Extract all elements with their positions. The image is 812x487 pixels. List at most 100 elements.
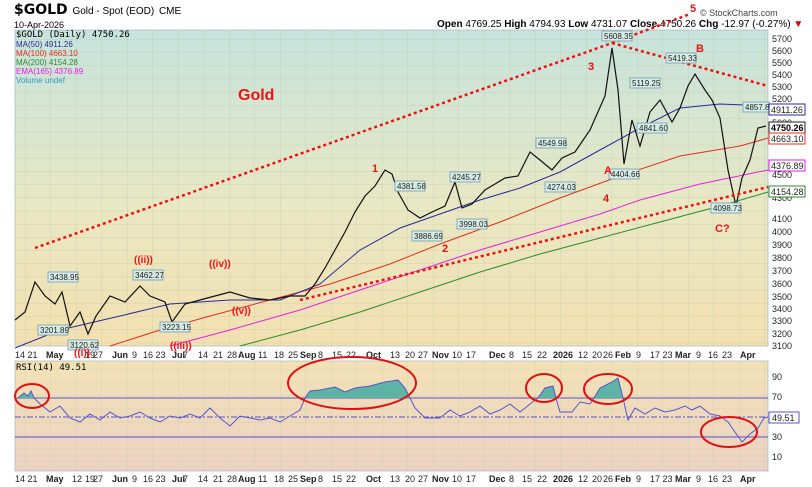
- svg-text:((iv)): ((iv)): [209, 259, 231, 270]
- axis-value-tags: 4911.26 4750.26 4663.10 4376.89 4154.28: [768, 103, 806, 198]
- svg-text:5700: 5700: [772, 34, 792, 44]
- legend-ma200: MA(200) 4154.28: [16, 58, 78, 67]
- ma200-line: [239, 191, 769, 347]
- svg-text:Oct: Oct: [366, 474, 381, 484]
- svg-text:Jun: Jun: [112, 474, 128, 484]
- svg-text:B: B: [696, 43, 704, 55]
- symbol: $GOLD: [14, 2, 68, 18]
- svg-text:((i)): ((i)): [74, 348, 90, 359]
- svg-text:28: 28: [227, 350, 237, 360]
- svg-text:19: 19: [85, 350, 95, 360]
- svg-text:23: 23: [722, 474, 732, 484]
- svg-text:10: 10: [452, 474, 462, 484]
- svg-text:Feb: Feb: [615, 350, 632, 360]
- svg-text:16 23: 16 23: [143, 350, 166, 360]
- svg-text:20: 20: [405, 474, 415, 484]
- svg-text:17: 17: [466, 474, 476, 484]
- svg-text:2026: 2026: [553, 350, 573, 360]
- svg-text:3120.62: 3120.62: [70, 341, 99, 350]
- svg-text:15: 15: [332, 474, 342, 484]
- svg-text:Gold: Gold: [238, 87, 274, 104]
- svg-text:18: 18: [274, 474, 284, 484]
- svg-text:13: 13: [390, 474, 400, 484]
- svg-text:10: 10: [772, 452, 782, 462]
- svg-text:11: 11: [258, 474, 267, 484]
- svg-text:16 23: 16 23: [143, 474, 166, 484]
- svg-text:Dec: Dec: [489, 474, 506, 484]
- svg-text:5200: 5200: [772, 94, 792, 104]
- svg-text:C?: C?: [715, 223, 730, 235]
- chart-date: 10-Apr-2026: [14, 20, 65, 30]
- svg-text:20: 20: [592, 474, 602, 484]
- legend-main: $GOLD (Daily) 4750.26: [16, 30, 130, 40]
- svg-text:Aug: Aug: [238, 474, 256, 484]
- svg-text:3900: 3900: [772, 240, 792, 250]
- wave-annotations: Gold 1 2 3 4 5 A B C? ((ii)) ((iv)) ((v)…: [74, 3, 730, 359]
- svg-text:8: 8: [509, 350, 514, 360]
- svg-text:3800: 3800: [772, 253, 792, 263]
- legend-volume: Volume undef: [16, 76, 65, 85]
- svg-text:Oct: Oct: [366, 350, 381, 360]
- svg-text:20: 20: [405, 350, 415, 360]
- svg-text:15: 15: [522, 350, 532, 360]
- svg-text:Mar: Mar: [675, 474, 692, 484]
- svg-text:((iii)): ((iii)): [170, 341, 192, 352]
- svg-text:26: 26: [603, 350, 613, 360]
- svg-text:17 23: 17 23: [650, 474, 673, 484]
- svg-text:15: 15: [522, 474, 532, 484]
- svg-text:14 21: 14 21: [15, 474, 38, 484]
- svg-text:90: 90: [772, 372, 782, 382]
- svg-text:5: 5: [690, 3, 696, 15]
- rsi-value-tag: [768, 411, 800, 424]
- svg-text:Jul: Jul: [172, 350, 185, 360]
- svg-text:May: May: [46, 474, 64, 484]
- exchange: CME: [158, 6, 182, 17]
- svg-text:3223.15: 3223.15: [162, 323, 191, 332]
- svg-text:27: 27: [93, 350, 103, 360]
- svg-text:19: 19: [85, 474, 95, 484]
- svg-text:10: 10: [452, 350, 462, 360]
- close-value: 4750.26: [659, 19, 697, 30]
- svg-text:3: 3: [588, 61, 594, 73]
- svg-text:4: 4: [603, 193, 610, 205]
- rsi-legend: RSI(14) 49.51: [16, 363, 87, 373]
- svg-text:4154.28: 4154.28: [771, 187, 804, 197]
- svg-text:5419.33: 5419.33: [668, 54, 697, 63]
- svg-text:7: 7: [183, 350, 188, 360]
- svg-text:25: 25: [288, 350, 298, 360]
- svg-text:4098.73: 4098.73: [713, 204, 742, 213]
- svg-text:21: 21: [213, 474, 223, 484]
- svg-text:3886.69: 3886.69: [414, 232, 443, 241]
- svg-text:Mar: Mar: [675, 350, 692, 360]
- svg-text:2026: 2026: [553, 474, 573, 484]
- ma100-line: [109, 137, 769, 347]
- svg-text:4857.8: 4857.8: [745, 103, 770, 112]
- svg-text:27: 27: [418, 474, 428, 484]
- high-value: 4794.93: [529, 19, 566, 30]
- svg-text:5500: 5500: [772, 58, 792, 68]
- symbol-description: Gold - Spot (EOD): [72, 6, 155, 17]
- svg-text:3600: 3600: [772, 279, 792, 289]
- svg-text:14: 14: [198, 474, 208, 484]
- svg-text:28: 28: [227, 474, 237, 484]
- svg-text:Aug: Aug: [238, 350, 256, 360]
- svg-text:22: 22: [346, 474, 356, 484]
- rsi-line: [15, 377, 769, 443]
- svg-text:11: 11: [258, 350, 267, 360]
- svg-text:3400: 3400: [772, 304, 792, 314]
- svg-text:30: 30: [772, 432, 782, 442]
- svg-text:9: 9: [132, 474, 137, 484]
- svg-text:16: 16: [708, 474, 718, 484]
- svg-text:4911.26: 4911.26: [771, 105, 803, 115]
- svg-text:5400: 5400: [772, 70, 792, 80]
- svg-text:4245.27: 4245.27: [452, 173, 481, 182]
- svg-text:4000: 4000: [772, 227, 792, 237]
- svg-text:Feb: Feb: [615, 474, 632, 484]
- svg-text:4663.10: 4663.10: [771, 134, 804, 144]
- svg-text:Nov: Nov: [432, 474, 449, 484]
- price-series: [14, 47, 767, 336]
- svg-text:5608.35: 5608.35: [604, 32, 633, 41]
